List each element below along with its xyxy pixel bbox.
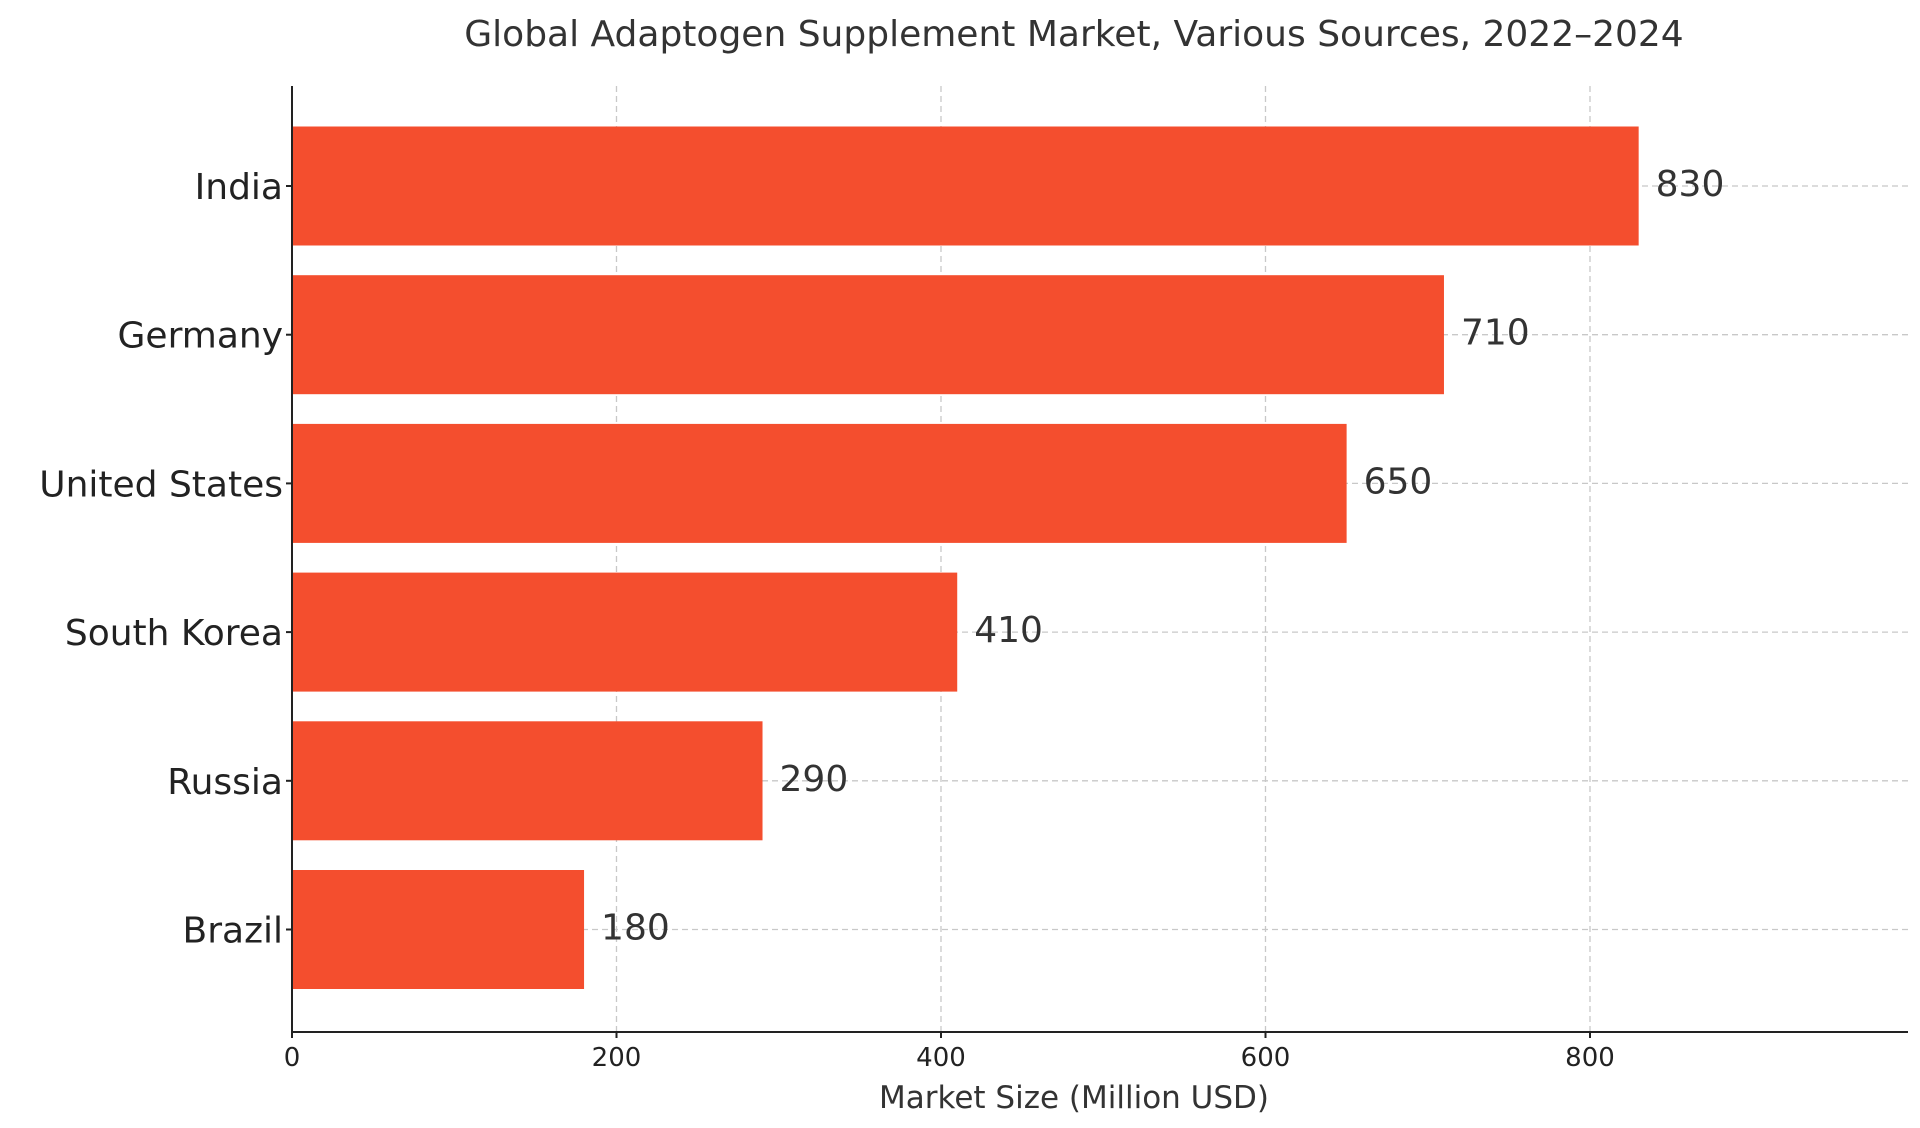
bar-india — [292, 126, 1639, 246]
labels: India 830 Germany 710 United States 650 South … — [39, 164, 1724, 1073]
category-label: Russia — [167, 762, 283, 803]
category-label: United States — [39, 464, 283, 505]
bar-russia — [292, 721, 763, 841]
bar-united-states — [292, 423, 1347, 543]
bar-brazil — [292, 870, 585, 989]
x-axis-title: Market Size (Million USD) — [879, 1080, 1269, 1116]
category-label: India — [195, 167, 283, 208]
category-label: Brazil — [183, 911, 283, 952]
category-label: Germany — [118, 316, 283, 357]
data-label: 650 — [1364, 461, 1433, 502]
x-tick-label: 400 — [916, 1043, 966, 1073]
bar-germany — [292, 275, 1444, 395]
bar-south-korea — [292, 572, 958, 692]
x-tick-label: 800 — [1565, 1043, 1615, 1073]
data-label: 830 — [1656, 164, 1725, 205]
x-tick-label: 600 — [1241, 1043, 1291, 1073]
axes — [286, 86, 1908, 1038]
x-tick-label: 0 — [284, 1043, 301, 1073]
bars — [292, 126, 1639, 989]
category-label: South Korea — [65, 613, 283, 654]
data-label: 410 — [974, 610, 1043, 651]
data-label: 290 — [780, 759, 849, 800]
x-tick-label: 200 — [592, 1043, 642, 1073]
data-label: 710 — [1461, 313, 1530, 354]
chart-title: Global Adaptogen Supplement Market, Vari… — [464, 14, 1683, 55]
data-label: 180 — [601, 908, 670, 949]
grid-lines — [292, 86, 1908, 1032]
